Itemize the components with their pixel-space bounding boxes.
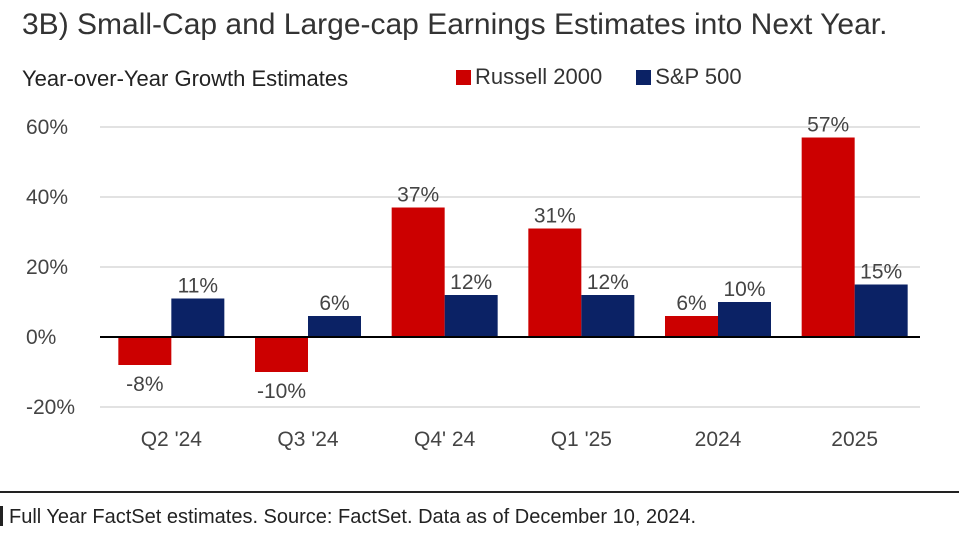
data-label: 11% bbox=[178, 275, 218, 298]
legend: Russell 2000 S&P 500 bbox=[456, 64, 776, 90]
x-tick-label: Q4' 24 bbox=[414, 428, 476, 451]
bar-russell-2000 bbox=[118, 337, 172, 365]
bar-russell-2000 bbox=[391, 207, 445, 337]
x-tick-label: Q1 '25 bbox=[551, 428, 612, 451]
divider-line bbox=[0, 491, 959, 493]
legend-label-russell-2000: Russell 2000 bbox=[475, 64, 603, 89]
data-label: 12% bbox=[450, 271, 492, 294]
x-tick-label: 2024 bbox=[695, 428, 742, 451]
y-tick-label: 60% bbox=[26, 116, 68, 139]
y-tick-label: 40% bbox=[26, 186, 68, 209]
bar-sp-500 bbox=[308, 316, 361, 337]
data-label: 31% bbox=[534, 205, 576, 228]
bar-russell-2000 bbox=[255, 337, 308, 372]
y-tick-label: 20% bbox=[26, 256, 68, 279]
x-tick-label: Q2 '24 bbox=[141, 428, 203, 451]
y-tick-label: -20% bbox=[26, 396, 75, 419]
x-tick-label: 2025 bbox=[831, 428, 878, 451]
bar-sp-500 bbox=[581, 295, 635, 337]
bar-russell-2000 bbox=[801, 137, 855, 337]
source-marker bbox=[0, 506, 3, 526]
data-label: 10% bbox=[723, 278, 765, 301]
bar-russell-2000 bbox=[528, 228, 582, 337]
data-label: 12% bbox=[587, 271, 629, 294]
data-label: -8% bbox=[126, 373, 163, 396]
bar-chart: 60% 40% 20% 0% -20% -8% 11% Q2 '24 -10% 6% Q3 '24 3… bbox=[26, 114, 920, 451]
bar-sp-500 bbox=[854, 284, 908, 337]
source-note: Full Year FactSet estimates. Source: Fac… bbox=[0, 506, 696, 529]
bar-sp-500 bbox=[171, 298, 225, 337]
data-label: -10% bbox=[257, 380, 306, 403]
legend-swatch-sp-500 bbox=[636, 69, 652, 85]
data-label: 15% bbox=[860, 261, 902, 284]
x-tick-label: Q3 '24 bbox=[277, 428, 339, 451]
y-axis-title: Year-over-Year Growth Estimates bbox=[22, 66, 349, 91]
data-label: 57% bbox=[807, 114, 849, 137]
legend-item-russell-2000: Russell 2000 bbox=[456, 64, 602, 90]
data-label: 6% bbox=[676, 292, 706, 315]
bar-russell-2000 bbox=[665, 316, 718, 337]
data-label: 37% bbox=[397, 184, 439, 207]
data-label: 6% bbox=[319, 292, 349, 315]
chart-title: 3B) Small-Cap and Large-cap Earnings Est… bbox=[22, 8, 888, 41]
legend-label-sp-500: S&P 500 bbox=[655, 64, 742, 89]
source-text: Full Year FactSet estimates. Source: Fac… bbox=[9, 506, 697, 528]
bar-sp-500 bbox=[444, 295, 498, 337]
y-tick-label: 0% bbox=[26, 326, 56, 349]
legend-swatch-russell-2000 bbox=[456, 69, 471, 85]
bar-sp-500 bbox=[718, 302, 771, 337]
legend-item-sp-500: S&P 500 bbox=[636, 64, 742, 90]
